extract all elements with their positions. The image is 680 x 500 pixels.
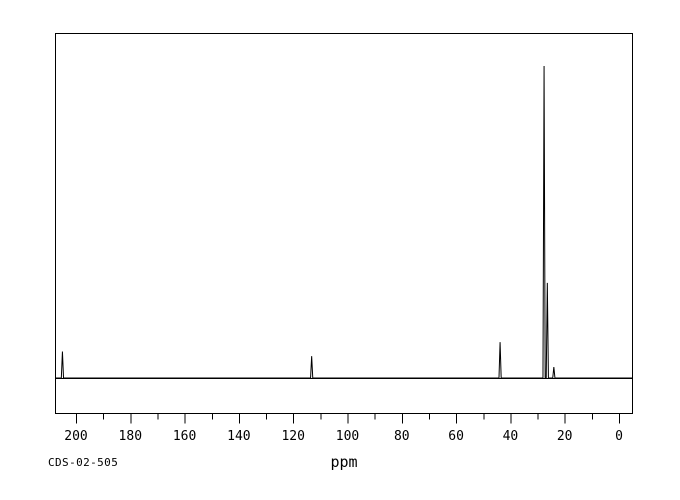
x-axis-tick-labels: 200 180 160 140 120 100 80 60 40 20 0 xyxy=(64,429,623,444)
x-axis-tick-label: 120 xyxy=(281,429,304,444)
x-axis-tick-label: 200 xyxy=(64,429,87,444)
x-axis-tick-label: 140 xyxy=(227,429,250,444)
x-axis-tick-label: 0 xyxy=(615,429,623,444)
spectrum-trace-path xyxy=(56,65,632,379)
x-axis-tick-label: 100 xyxy=(336,429,359,444)
x-axis-title: ppm xyxy=(330,453,357,471)
plot-frame xyxy=(55,33,633,414)
x-axis-ticks xyxy=(76,413,620,424)
x-axis-tick-label: 180 xyxy=(119,429,142,444)
x-axis-tick-label: 40 xyxy=(503,429,519,444)
spectrum-trace xyxy=(56,65,632,379)
x-axis-tick-label: 160 xyxy=(173,429,196,444)
x-axis-tick-label: 20 xyxy=(557,429,573,444)
x-axis-tick-label: 80 xyxy=(394,429,410,444)
sample-id-label: CDS-02-505 xyxy=(48,456,118,469)
x-axis-tick-label: 60 xyxy=(448,429,464,444)
